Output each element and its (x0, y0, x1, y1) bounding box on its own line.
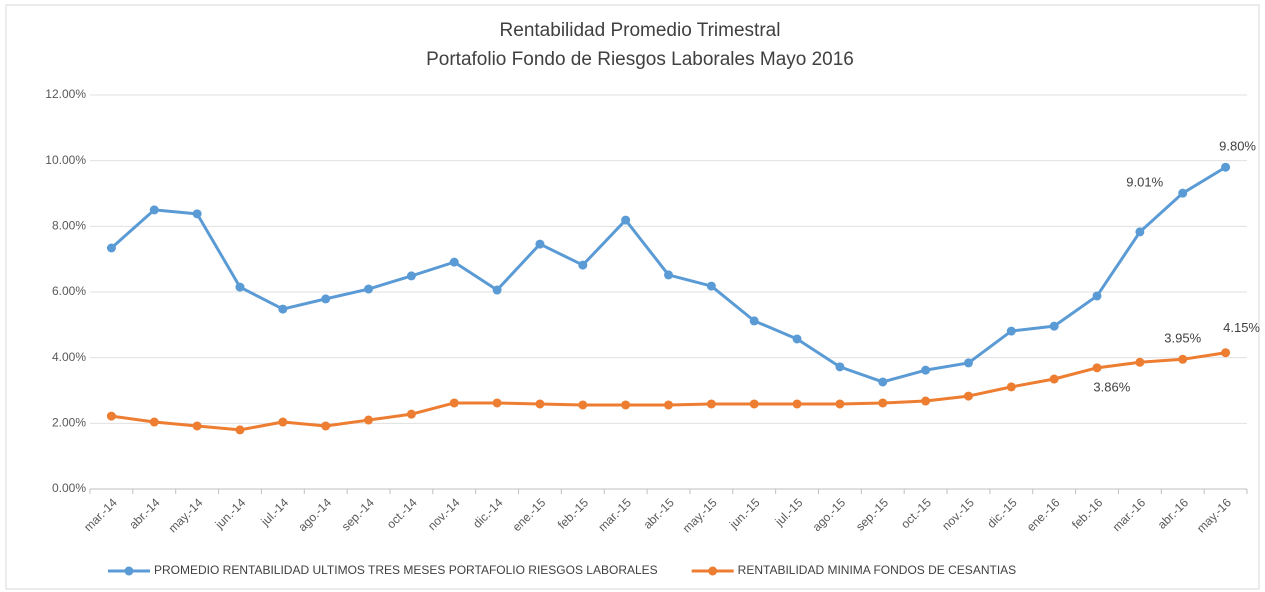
y-tick-label: 4.00% (52, 350, 86, 364)
legend-label: RENTABILIDAD MINIMA FONDOS DE CESANTIAS (738, 563, 1016, 577)
data-point (1221, 162, 1231, 172)
data-label: 9.80% (1219, 139, 1256, 154)
data-label: 3.95% (1164, 331, 1201, 346)
y-tick-label: 6.00% (52, 284, 86, 298)
data-label: 4.15% (1223, 320, 1260, 335)
data-point (1092, 363, 1102, 373)
data-point (321, 294, 331, 304)
legend-marker (708, 566, 718, 576)
data-point (1178, 188, 1188, 198)
chart-title: Rentabilidad Promedio Trimestral (500, 20, 781, 41)
data-point (235, 282, 245, 292)
data-point (535, 239, 545, 249)
data-point (106, 243, 116, 253)
data-label: 3.86% (1093, 380, 1130, 395)
data-point (449, 257, 459, 267)
data-point (278, 304, 288, 314)
data-point (963, 358, 973, 368)
data-point (963, 391, 973, 401)
data-point (192, 421, 202, 431)
legend-label: PROMEDIO RENTABILIDAD ULTIMOS TRES MESES… (154, 563, 658, 577)
data-point (235, 425, 245, 435)
data-point (192, 209, 202, 219)
data-point (1178, 354, 1188, 364)
data-point (792, 399, 802, 409)
data-point (664, 400, 673, 410)
data-point (664, 270, 673, 280)
data-point (1006, 326, 1016, 336)
data-point (835, 362, 845, 372)
data-point (492, 285, 502, 295)
data-point (706, 399, 716, 409)
data-point (835, 399, 845, 409)
data-point (578, 260, 588, 270)
data-point (364, 415, 374, 425)
y-tick-label: 8.00% (52, 219, 86, 233)
y-tick-label: 0.00% (52, 481, 86, 495)
data-point (364, 284, 374, 294)
data-point (149, 205, 159, 215)
data-point (749, 316, 759, 326)
data-point (921, 396, 931, 406)
data-point (878, 377, 888, 387)
data-point (1049, 374, 1059, 384)
data-point (621, 400, 631, 410)
data-point (406, 271, 416, 281)
data-point (278, 417, 288, 427)
legend-marker (124, 566, 134, 576)
data-point (1006, 382, 1016, 392)
data-point (621, 215, 631, 225)
data-point (1092, 291, 1102, 301)
data-point (1221, 348, 1231, 358)
data-point (406, 409, 416, 419)
data-point (106, 411, 116, 421)
data-point (578, 400, 588, 410)
data-point (706, 281, 716, 291)
data-point (921, 365, 931, 375)
data-point (1135, 227, 1145, 237)
chart-frame (5, 4, 1260, 590)
data-point (878, 398, 888, 408)
data-point (1049, 321, 1059, 331)
data-point (535, 399, 545, 409)
data-point (149, 417, 159, 427)
y-tick-label: 2.00% (52, 416, 86, 430)
data-point (492, 398, 502, 408)
data-point (449, 398, 459, 408)
data-point (749, 399, 759, 409)
y-tick-label: 10.00% (45, 153, 86, 167)
data-point (792, 334, 802, 344)
data-point (1135, 357, 1145, 367)
data-label: 9.01% (1126, 175, 1163, 190)
y-tick-label: 12.00% (45, 87, 86, 101)
data-point (321, 421, 331, 431)
chart-subtitle: Portafolio Fondo de Riesgos Laborales Ma… (426, 49, 854, 70)
